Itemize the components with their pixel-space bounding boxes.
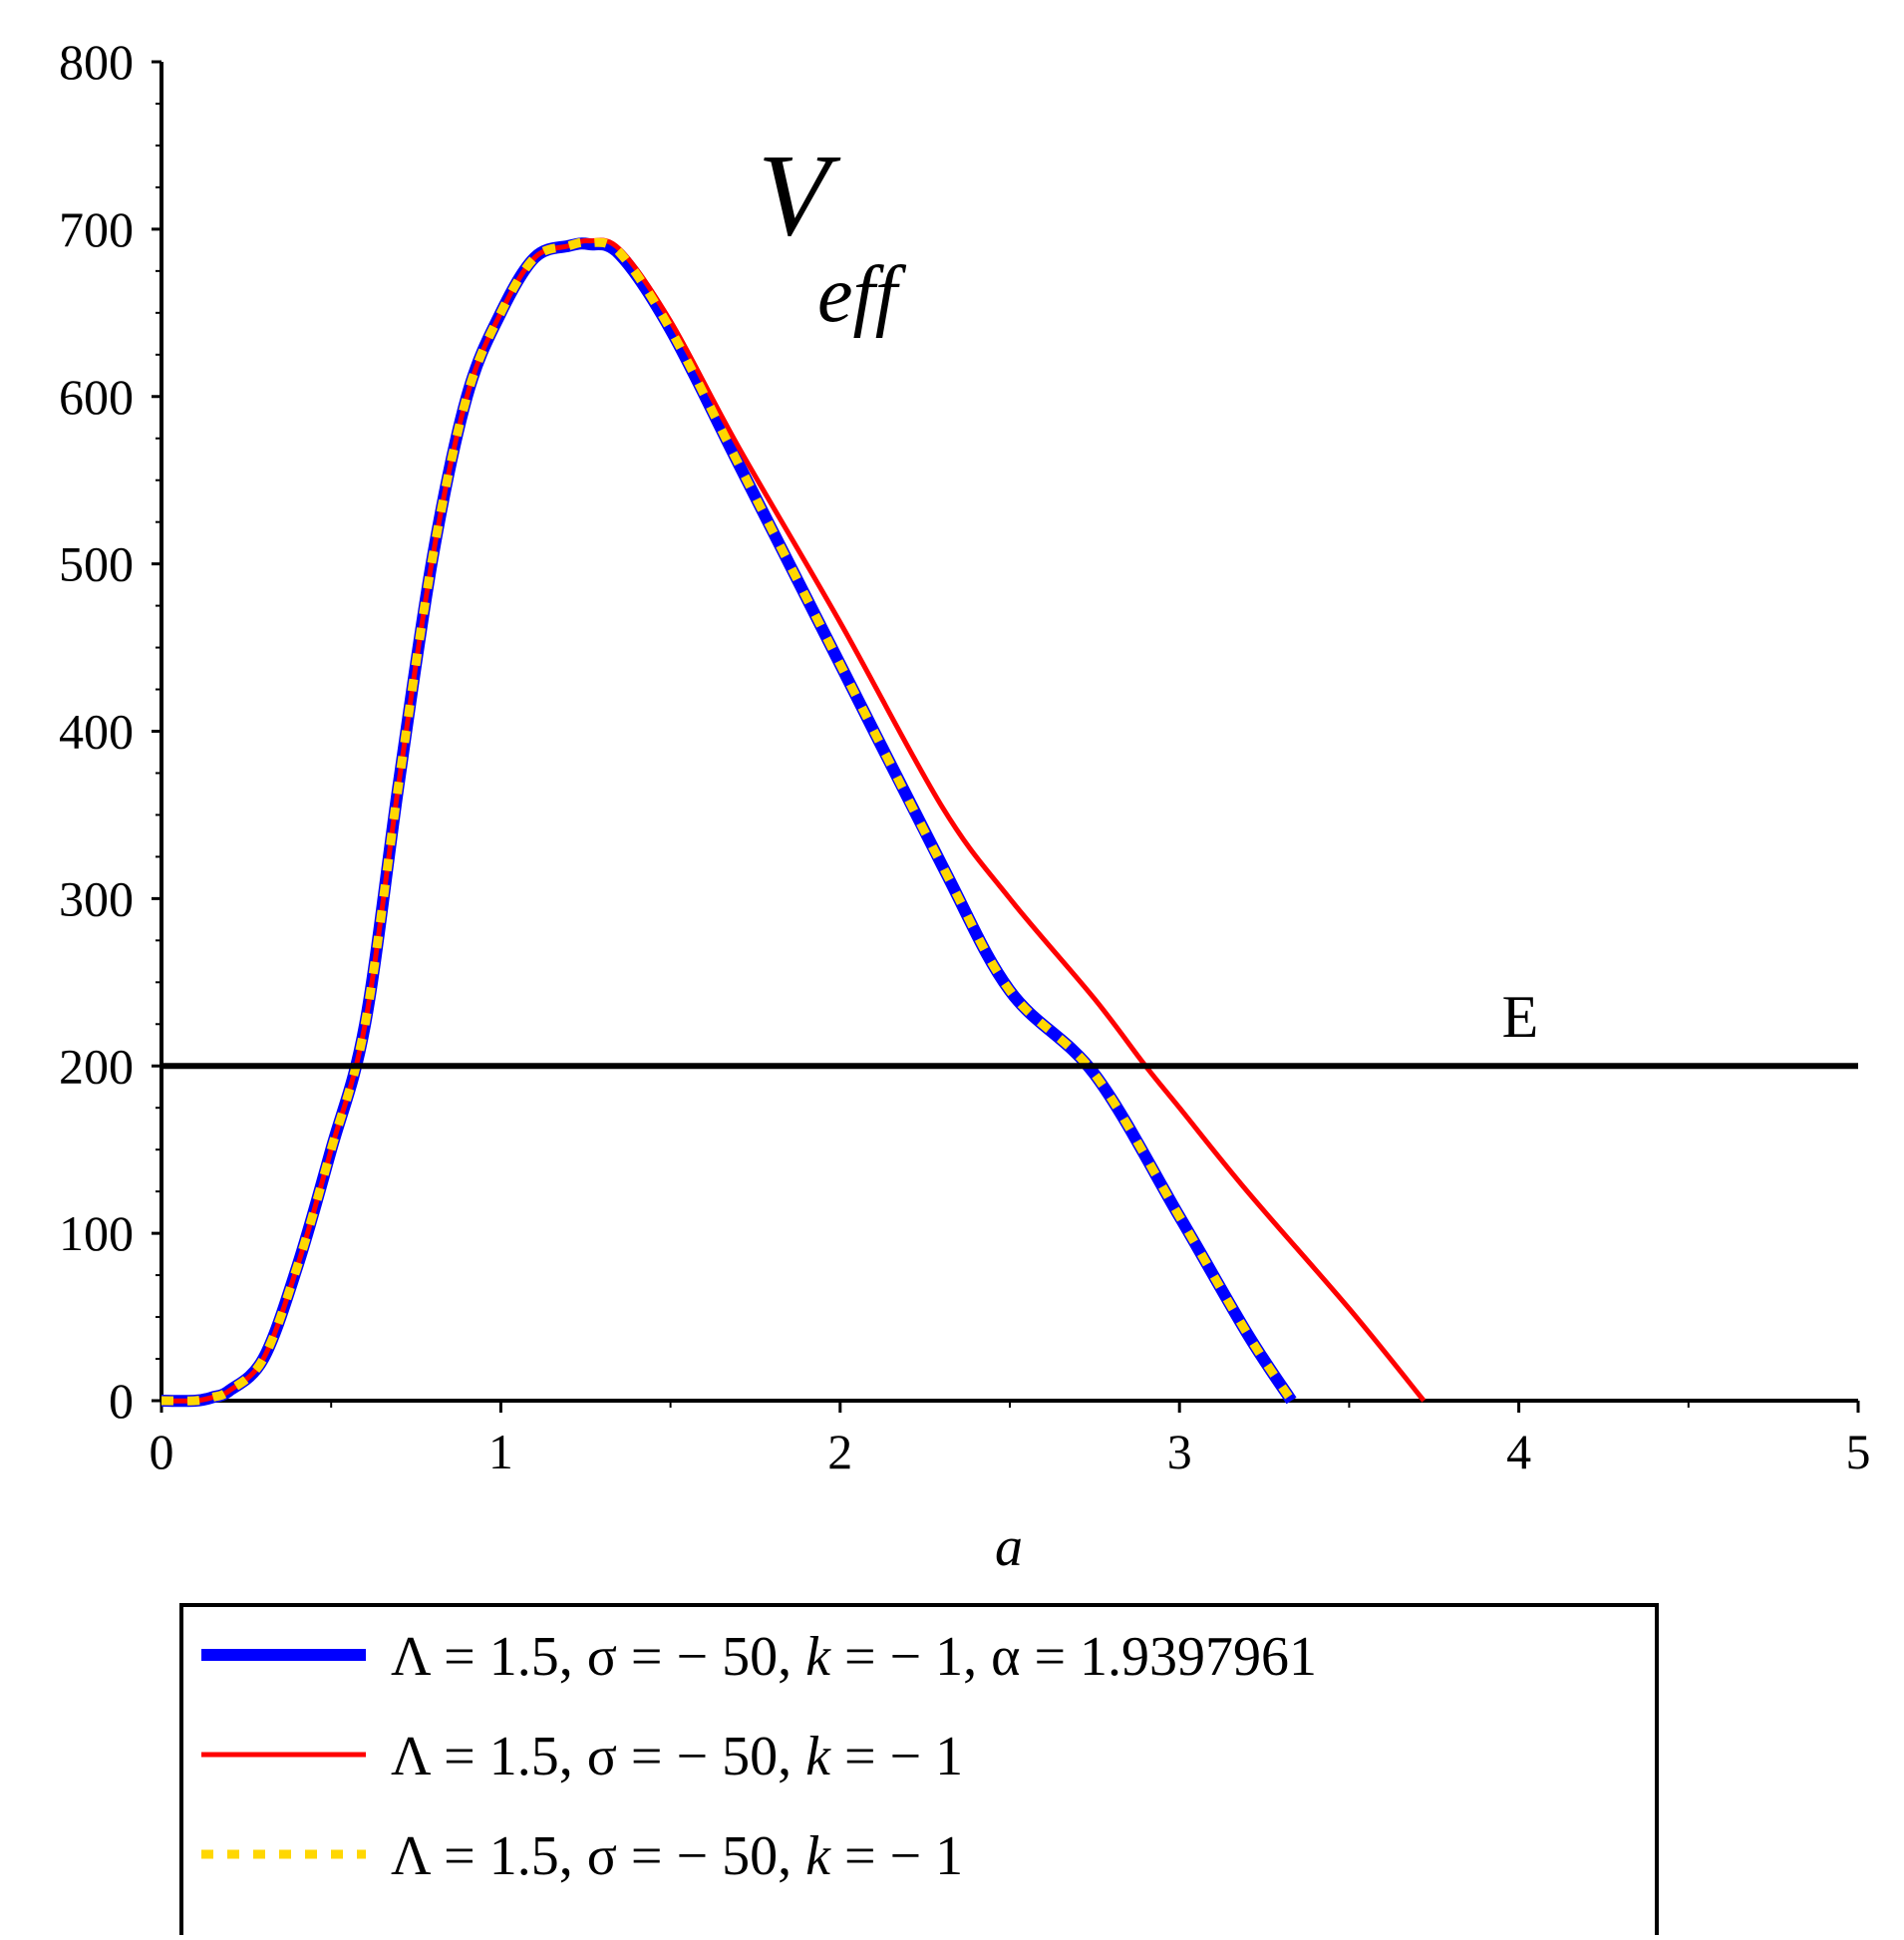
y-tick-label: 100 bbox=[59, 1205, 134, 1261]
y-tick-label: 800 bbox=[59, 34, 134, 90]
legend-label-3: Λ = 1.5, σ = − 50, k = − 1 bbox=[391, 1825, 963, 1887]
y-tick-label: 300 bbox=[59, 870, 134, 926]
y-tick-label: 500 bbox=[59, 536, 134, 592]
x-tick-label: 4 bbox=[1506, 1424, 1531, 1479]
y-tick-label: 0 bbox=[109, 1373, 134, 1429]
x-tick-label: 1 bbox=[488, 1424, 513, 1479]
series-line-3 bbox=[160, 237, 1296, 1406]
veff-annotation-subscript: eff bbox=[817, 251, 907, 339]
x-tick-label: 3 bbox=[1167, 1424, 1192, 1479]
x-axis-label: a bbox=[995, 1516, 1023, 1578]
legend-label-2: Λ = 1.5, σ = − 50, k = − 1 bbox=[391, 1726, 963, 1787]
series-line-2 bbox=[160, 237, 1427, 1404]
y-tick-label: 600 bbox=[59, 369, 134, 425]
legend-label-1: Λ = 1.5, σ = − 50, k = − 1, α = 1.939796… bbox=[391, 1626, 1317, 1688]
x-tick-label: 5 bbox=[1846, 1424, 1871, 1479]
y-tick-label: 700 bbox=[59, 201, 134, 257]
labels-group: V eff a E bbox=[758, 130, 1538, 1578]
x-tick-label: 2 bbox=[827, 1424, 852, 1479]
legend-box bbox=[179, 1603, 1659, 1940]
legend: Λ = 1.5, σ = − 50, k = − 1, α = 1.939796… bbox=[179, 1603, 1659, 1940]
x-tick-label: 0 bbox=[150, 1424, 174, 1479]
y-tick-label: 200 bbox=[59, 1038, 134, 1094]
reference-line-label: E bbox=[1502, 984, 1539, 1050]
series-line-1 bbox=[160, 237, 1297, 1408]
series-group bbox=[160, 237, 1427, 1408]
veff-annotation-main: V bbox=[758, 130, 841, 260]
axes: 0 100 200 300 400 500 600 700 800 0 1 2 3 4 5 bbox=[59, 34, 1871, 1479]
y-tick-label: 400 bbox=[59, 704, 134, 760]
